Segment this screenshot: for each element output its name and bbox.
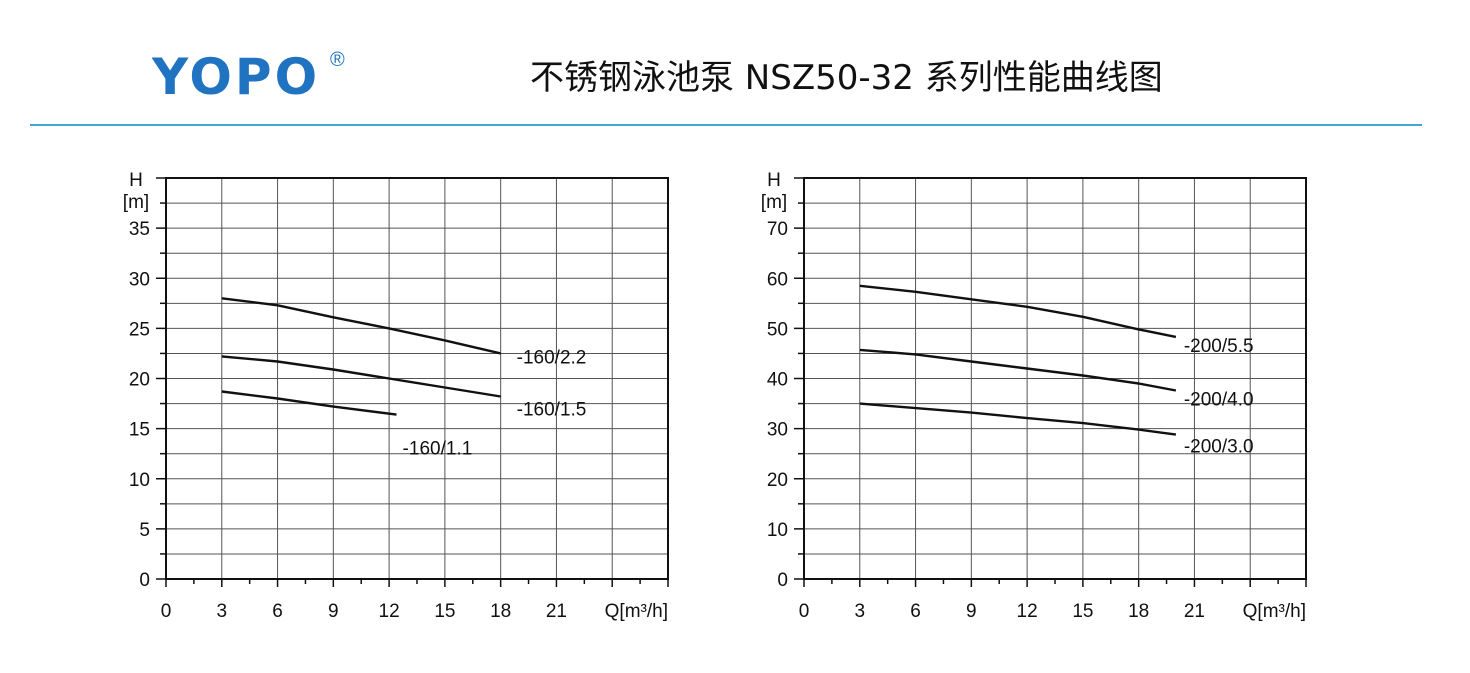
y-tick-label: 15 [129, 420, 150, 441]
x-tick-label: 12 [1017, 601, 1038, 622]
y-tick-label: 35 [129, 219, 150, 240]
y-tick-label: 0 [139, 570, 150, 591]
x-tick-label: 21 [1184, 601, 1205, 622]
x-tick-label: 15 [1072, 601, 1093, 622]
x-tick-label: 3 [854, 601, 865, 622]
y-tick-label: 50 [767, 319, 788, 340]
x-tick-label: 0 [799, 601, 810, 622]
series-label: -160/1.5 [517, 400, 587, 421]
series-label: -200/4.0 [1184, 390, 1254, 411]
y-axis-title: H [129, 170, 143, 191]
series-line [221, 390, 397, 416]
x-tick-label: 9 [966, 601, 977, 622]
y-tick-label: 40 [767, 370, 788, 391]
registered-mark: ® [330, 49, 345, 71]
y-tick-label: 25 [129, 319, 150, 340]
y-axis-title: H [767, 170, 781, 191]
page-title: 不锈钢泳池泵 NSZ50-32 系列性能曲线图 [530, 58, 1163, 98]
x-axis-title: Q[m³/h] [605, 601, 668, 622]
series-line [221, 297, 501, 355]
yopo-logo: YOPO ® [152, 48, 345, 104]
logo-wordmark: YOPO [152, 48, 320, 104]
x-tick-label: 18 [490, 601, 511, 622]
x-tick-label: 3 [216, 601, 227, 622]
y-tick-label: 20 [767, 470, 788, 491]
series-label: -160/1.1 [403, 439, 473, 460]
y-tick-label: 30 [767, 420, 788, 441]
chart-right: 0 10 20 30 40 50 60 70 0 3 6 9 12 15 18 21 H[m] Q[m³/h] -2… [761, 170, 1307, 622]
y-tick-label: 30 [129, 269, 150, 290]
y-axis-unit: [m] [123, 192, 149, 213]
header-divider [30, 124, 1422, 126]
x-tick-label: 18 [1128, 601, 1149, 622]
y-axis-unit: [m] [761, 192, 787, 213]
y-tick-label: 60 [767, 269, 788, 290]
x-axis-title: Q[m³/h] [1243, 601, 1306, 622]
y-tick-label: 70 [767, 219, 788, 240]
y-tick-label: 10 [129, 470, 150, 491]
series-line [859, 284, 1177, 339]
series-label: -200/3.0 [1184, 437, 1254, 458]
x-tick-label: 12 [379, 601, 400, 622]
x-tick-label: 0 [161, 601, 172, 622]
series-label: -200/5.5 [1184, 336, 1254, 357]
series-line [859, 348, 1177, 392]
y-tick-label: 5 [139, 520, 150, 541]
chart-left: 0 5 10 15 20 25 30 35 0 3 6 9 12 15 18 21 H[m] Q[m³/h] -16… [123, 170, 669, 622]
series-label: -160/2.2 [517, 347, 587, 368]
series-line [859, 402, 1177, 436]
x-tick-label: 21 [546, 601, 567, 622]
x-tick-label: 6 [272, 601, 283, 622]
y-tick-label: 20 [129, 370, 150, 391]
x-tick-label: 15 [434, 601, 455, 622]
series-line [221, 355, 501, 398]
grid-lines [804, 178, 1306, 579]
y-tick-label: 0 [777, 570, 788, 591]
grid-lines [166, 178, 668, 579]
y-tick-label: 10 [767, 520, 788, 541]
x-tick-label: 6 [910, 601, 921, 622]
x-tick-label: 9 [328, 601, 339, 622]
